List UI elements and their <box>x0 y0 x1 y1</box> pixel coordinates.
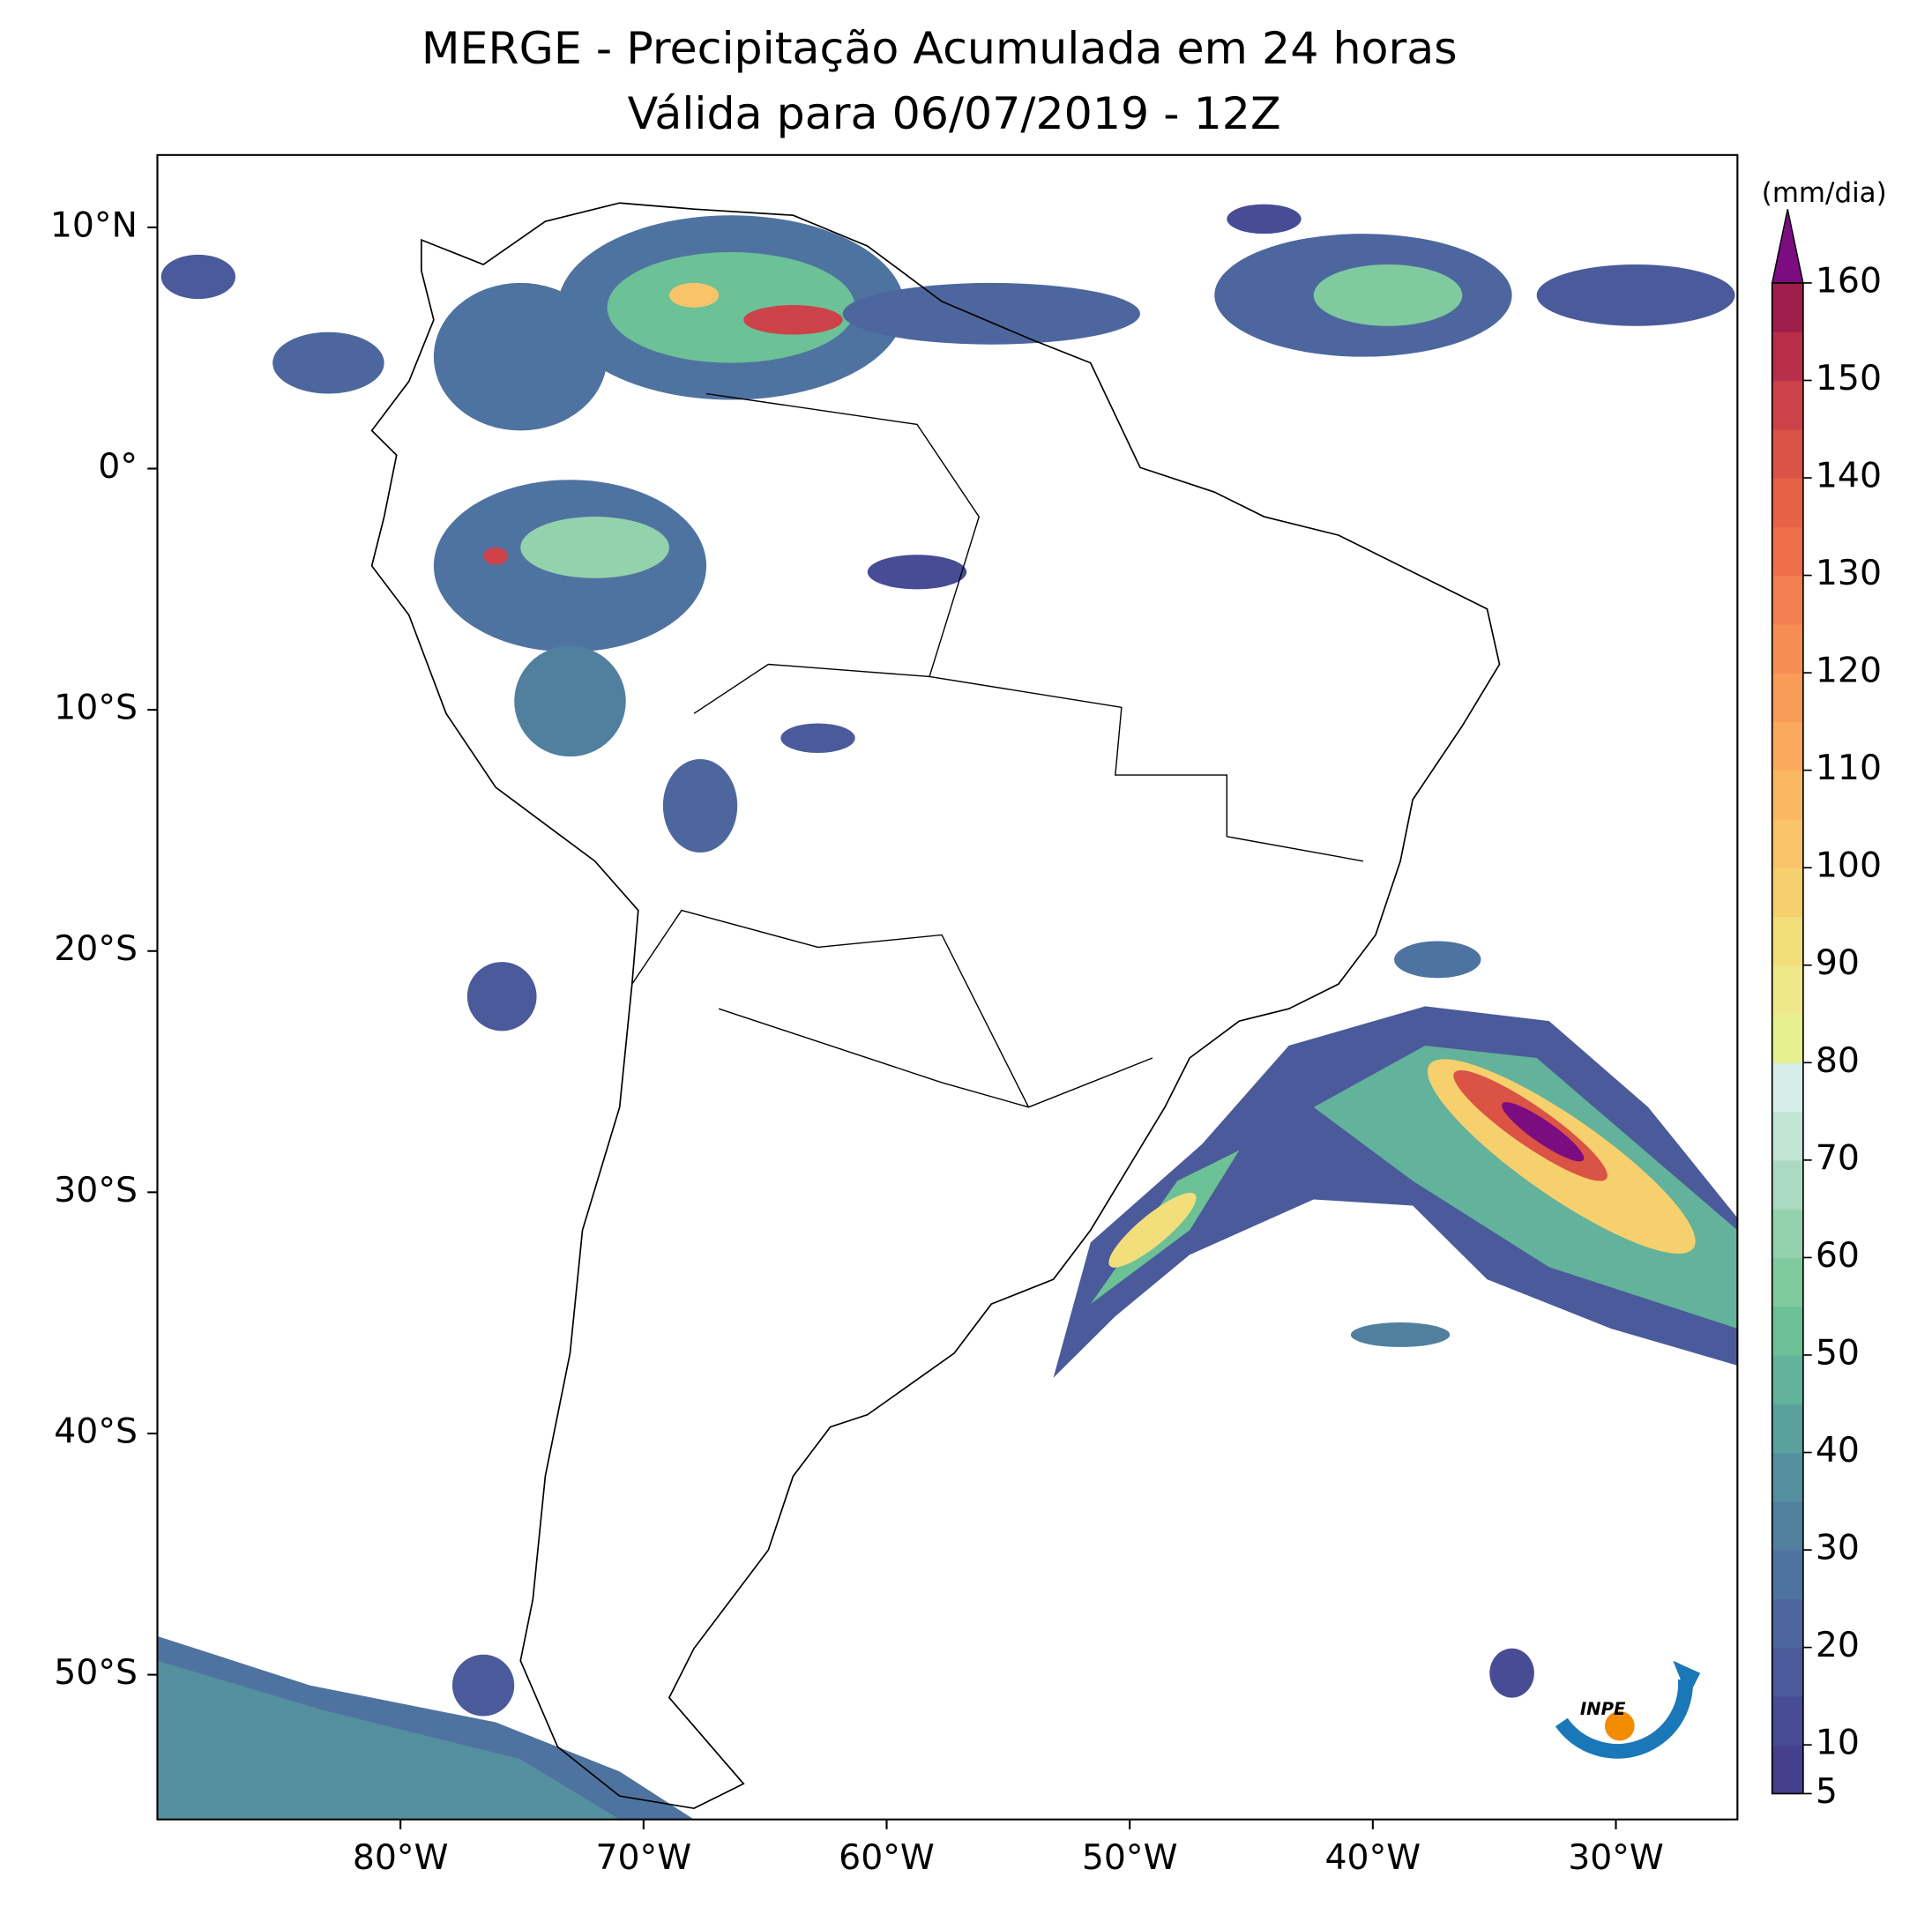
colorbar-frame <box>1771 282 1804 1795</box>
colorbar-segment <box>1772 1598 1803 1649</box>
y-tick-label: 10°N <box>50 205 138 245</box>
borders <box>631 392 1364 1108</box>
colorbar-segment <box>1772 1014 1803 1064</box>
colorbar-segment <box>1772 1695 1803 1746</box>
colorbar-segment <box>1772 331 1803 382</box>
colorbar-segment <box>1772 1745 1803 1795</box>
colorbar-tick-label: 120 <box>1816 652 1882 691</box>
colorbar-tick-label: 150 <box>1816 359 1882 398</box>
map-frame <box>156 153 1739 1821</box>
colorbar-tick-label: 80 <box>1816 1041 1860 1081</box>
y-tick-label: 20°S <box>54 929 138 969</box>
colorbar-tick-label: 5 <box>1816 1772 1838 1812</box>
colorbar-tick-label: 10 <box>1816 1724 1860 1763</box>
colorbar-tick-label: 40 <box>1816 1431 1860 1471</box>
colorbar-segment <box>1772 1501 1803 1551</box>
colorbar-tick-label: 50 <box>1816 1334 1860 1374</box>
colorbar-segment <box>1772 916 1803 966</box>
colorbar-segment <box>1772 1404 1803 1454</box>
colorbar-segment <box>1772 673 1803 723</box>
x-tick-label: 70°W <box>596 1838 692 1878</box>
logo: INPE <box>1555 1660 1701 1759</box>
colorbar-tick-label: 100 <box>1816 846 1882 886</box>
y-tick-label: 50°S <box>54 1653 138 1693</box>
y-tick-label: 0° <box>98 447 138 487</box>
colorbar-tick-label: 60 <box>1816 1236 1860 1276</box>
colorbar-segment <box>1772 380 1803 430</box>
colorbar-segment <box>1772 868 1803 918</box>
colorbar-segment <box>1772 526 1803 577</box>
title: MERGE - Precipitação Acumulada em 24 hor… <box>421 22 1458 74</box>
colorbar-segment <box>1772 282 1803 332</box>
x-tick-label: 80°W <box>353 1838 449 1878</box>
colorbar-segment <box>1772 770 1803 820</box>
colorbar-segment <box>1772 1647 1803 1697</box>
x-tick-label: 60°W <box>839 1838 935 1878</box>
colorbar-tick-label: 20 <box>1816 1626 1860 1665</box>
colorbar-segment <box>1772 818 1803 868</box>
colorbar-segment <box>1772 1209 1803 1259</box>
precipitation <box>157 204 1738 1820</box>
colorbar-tick-label: 110 <box>1816 748 1882 788</box>
x-tick-label: 50°W <box>1082 1838 1178 1878</box>
colorbar-segment <box>1772 623 1803 674</box>
colorbar-segment <box>1772 1354 1803 1404</box>
x-tick-label: 30°W <box>1568 1838 1664 1878</box>
y-tick-label: 40°S <box>54 1412 138 1452</box>
colorbar-tick-label: 30 <box>1816 1529 1860 1568</box>
colorbar-segment <box>1772 1550 1803 1600</box>
y-tick-label: 30°S <box>54 1171 138 1210</box>
colorbar-segment <box>1772 1062 1803 1113</box>
colorbar-label: (mm/dia) <box>1762 177 1887 209</box>
colorbar-segment <box>1772 721 1803 771</box>
x-tick-label: 40°W <box>1325 1838 1421 1878</box>
y-tick-label: 10°S <box>54 689 138 728</box>
colorbar-segment <box>1772 1452 1803 1502</box>
colorbar-tick-label: 130 <box>1816 554 1882 593</box>
colorbar-segment <box>1772 478 1803 528</box>
colorbar-extension <box>1771 209 1804 284</box>
colorbar-tick-label: 160 <box>1816 262 1882 302</box>
subtitle: Válida para 06/07/2019 - 12Z <box>628 87 1281 139</box>
colorbar-segment <box>1772 1306 1803 1356</box>
colorbar-segment <box>1772 1159 1803 1210</box>
colorbar-tick-label: 90 <box>1816 943 1860 983</box>
colorbar-segment <box>1772 1111 1803 1161</box>
colorbar-segment <box>1772 575 1803 625</box>
colorbar-segment <box>1772 1257 1803 1307</box>
colorbar-segment <box>1772 964 1803 1015</box>
colorbar-tick-label: 140 <box>1816 457 1882 496</box>
coastline <box>370 202 1501 1810</box>
colorbar-segment <box>1772 428 1803 479</box>
logo-text: INPE <box>1580 1699 1626 1719</box>
colorbar-tick-label: 70 <box>1816 1138 1860 1178</box>
